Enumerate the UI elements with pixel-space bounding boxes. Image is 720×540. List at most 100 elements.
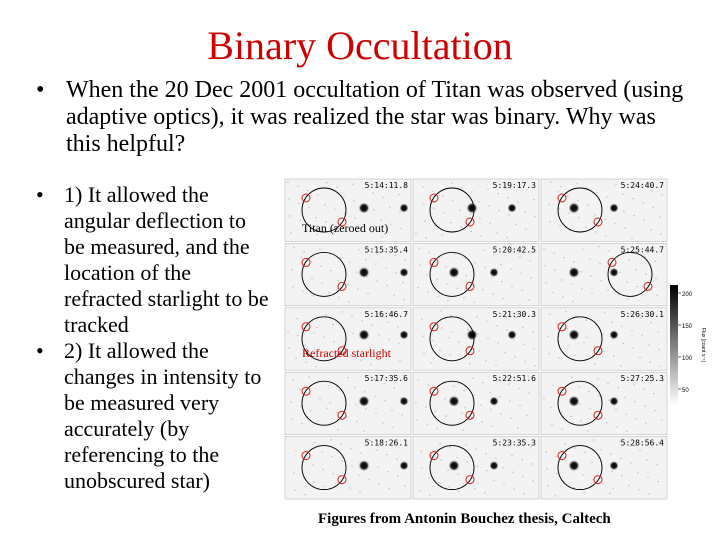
image-frame: 5:14:11.8 <box>284 178 412 242</box>
refracted-marker <box>593 410 603 420</box>
star-image <box>489 396 499 407</box>
frame-timestamp: 5:15:35.4 <box>365 245 409 254</box>
star-image <box>358 459 370 472</box>
image-frame: 5:28:56.4 <box>540 436 668 500</box>
frame-timestamp: 5:14:11.8 <box>365 181 409 190</box>
refracted-marker <box>429 322 439 332</box>
titan-outline <box>429 316 475 362</box>
star-image <box>358 266 370 279</box>
star-image <box>399 329 409 340</box>
frame-timestamp: 5:16:46.7 <box>365 310 409 319</box>
occultation-image-grid: 5:14:11.8 5:19:17.3 5:24:40.7 5:15:35.4 5:20… <box>284 178 668 500</box>
frame-timestamp: 5:22:51.6 <box>493 374 537 383</box>
bullet-glyph: • <box>36 77 45 103</box>
star-image <box>568 395 580 408</box>
star-image <box>399 267 409 278</box>
frame-timestamp: 5:20:42.5 <box>493 245 537 254</box>
frame-timestamp: 5:26:30.1 <box>621 310 665 319</box>
refracted-marker <box>465 410 475 420</box>
scale-tick-label: 50 <box>682 388 689 394</box>
star-image <box>609 460 619 471</box>
frame-timestamp: 5:23:35.3 <box>493 439 537 448</box>
refracted-marker <box>465 217 475 227</box>
frame-timestamp: 5:19:17.3 <box>493 181 537 190</box>
image-frame: 5:21:30.3 <box>412 307 540 371</box>
bullet-glyph: • <box>36 182 44 207</box>
star-image <box>609 203 619 213</box>
refracted-marker <box>429 257 439 267</box>
titan-outline <box>607 251 653 297</box>
titan-outline <box>557 187 603 233</box>
sub-bullet-1: • 1) It allowed the angular deflection t… <box>36 182 271 338</box>
image-frame: 5:25:44.7 <box>540 243 668 307</box>
frame-timestamp: 5:24:40.7 <box>621 181 665 190</box>
refracted-marker <box>593 346 603 356</box>
refracted-marker <box>301 386 311 396</box>
frame-timestamp: 5:28:56.4 <box>621 439 665 448</box>
image-frame: 5:27:25.3 <box>540 371 668 435</box>
titan-outline <box>301 316 347 362</box>
frame-timestamp: 5:21:30.3 <box>493 310 537 319</box>
star-image <box>568 328 580 341</box>
refracted-marker <box>557 193 567 203</box>
titan-outline <box>557 380 603 426</box>
refracted-marker <box>337 475 347 485</box>
star-image <box>609 329 619 340</box>
refracted-marker <box>557 322 567 332</box>
refracted-marker <box>337 281 347 291</box>
titan-outline <box>429 380 475 426</box>
frame-timestamp: 5:18:26.1 <box>365 439 409 448</box>
refracted-marker <box>593 217 603 227</box>
titan-outline <box>557 445 603 491</box>
scale-tick-label: 200 <box>682 292 693 298</box>
figure-caption: Figures from Antonin Bouchez thesis, Cal… <box>318 511 611 527</box>
star-image <box>358 395 370 408</box>
star-image <box>448 266 460 279</box>
scale-tick-label: 100 <box>682 356 693 362</box>
image-frame: 5:20:42.5 <box>412 243 540 307</box>
image-frame: 5:17:35.6 <box>284 371 412 435</box>
star-image <box>489 460 499 471</box>
frame-timestamp: 5:25:44.7 <box>621 245 665 254</box>
refracted-marker <box>337 346 347 356</box>
star-image <box>568 459 580 472</box>
titan-outline <box>301 187 347 233</box>
scale-unit-label: Flux [count s⁻¹] <box>700 328 706 363</box>
titan-outline <box>429 187 475 233</box>
refracted-marker <box>643 281 653 291</box>
titan-outline <box>301 445 347 491</box>
refracted-marker <box>301 322 311 332</box>
sub-bullet-2-text: 2) It allowed the changes in intensity t… <box>64 338 262 493</box>
refracted-marker <box>429 451 439 461</box>
frame-timestamp: 5:27:25.3 <box>621 374 665 383</box>
titan-outline <box>301 251 347 297</box>
star-image <box>466 328 478 341</box>
sub-bullet-list: • 1) It allowed the angular deflection t… <box>36 182 271 494</box>
refracted-marker <box>465 346 475 356</box>
refracted-marker <box>557 386 567 396</box>
refracted-marker <box>301 257 311 267</box>
refracted-marker <box>301 193 311 203</box>
refracted-marker <box>301 451 311 461</box>
image-frame: 5:15:35.4 <box>284 243 412 307</box>
star-image <box>358 328 370 341</box>
star-image <box>399 203 409 213</box>
star-image <box>399 396 409 407</box>
image-frame: 5:16:46.7 <box>284 307 412 371</box>
star-image <box>448 395 460 408</box>
refracted-starlight-annotation: Refracted starlight <box>302 346 391 360</box>
star-image <box>568 266 580 279</box>
refracted-marker <box>337 217 347 227</box>
refracted-marker <box>337 410 347 420</box>
refracted-marker <box>593 475 603 485</box>
star-image <box>466 202 478 214</box>
titan-outline <box>429 251 475 297</box>
titan-outline <box>557 316 603 362</box>
refracted-marker <box>557 451 567 461</box>
image-frame: 5:19:17.3 <box>412 178 540 242</box>
intro-bullet-text: When the 20 Dec 2001 occultation of Tita… <box>66 77 684 157</box>
scale-tick-label: 150 <box>682 324 693 330</box>
refracted-marker <box>607 257 617 267</box>
frame-timestamp: 5:17:35.6 <box>365 374 409 383</box>
image-frame: 5:23:35.3 <box>412 436 540 500</box>
